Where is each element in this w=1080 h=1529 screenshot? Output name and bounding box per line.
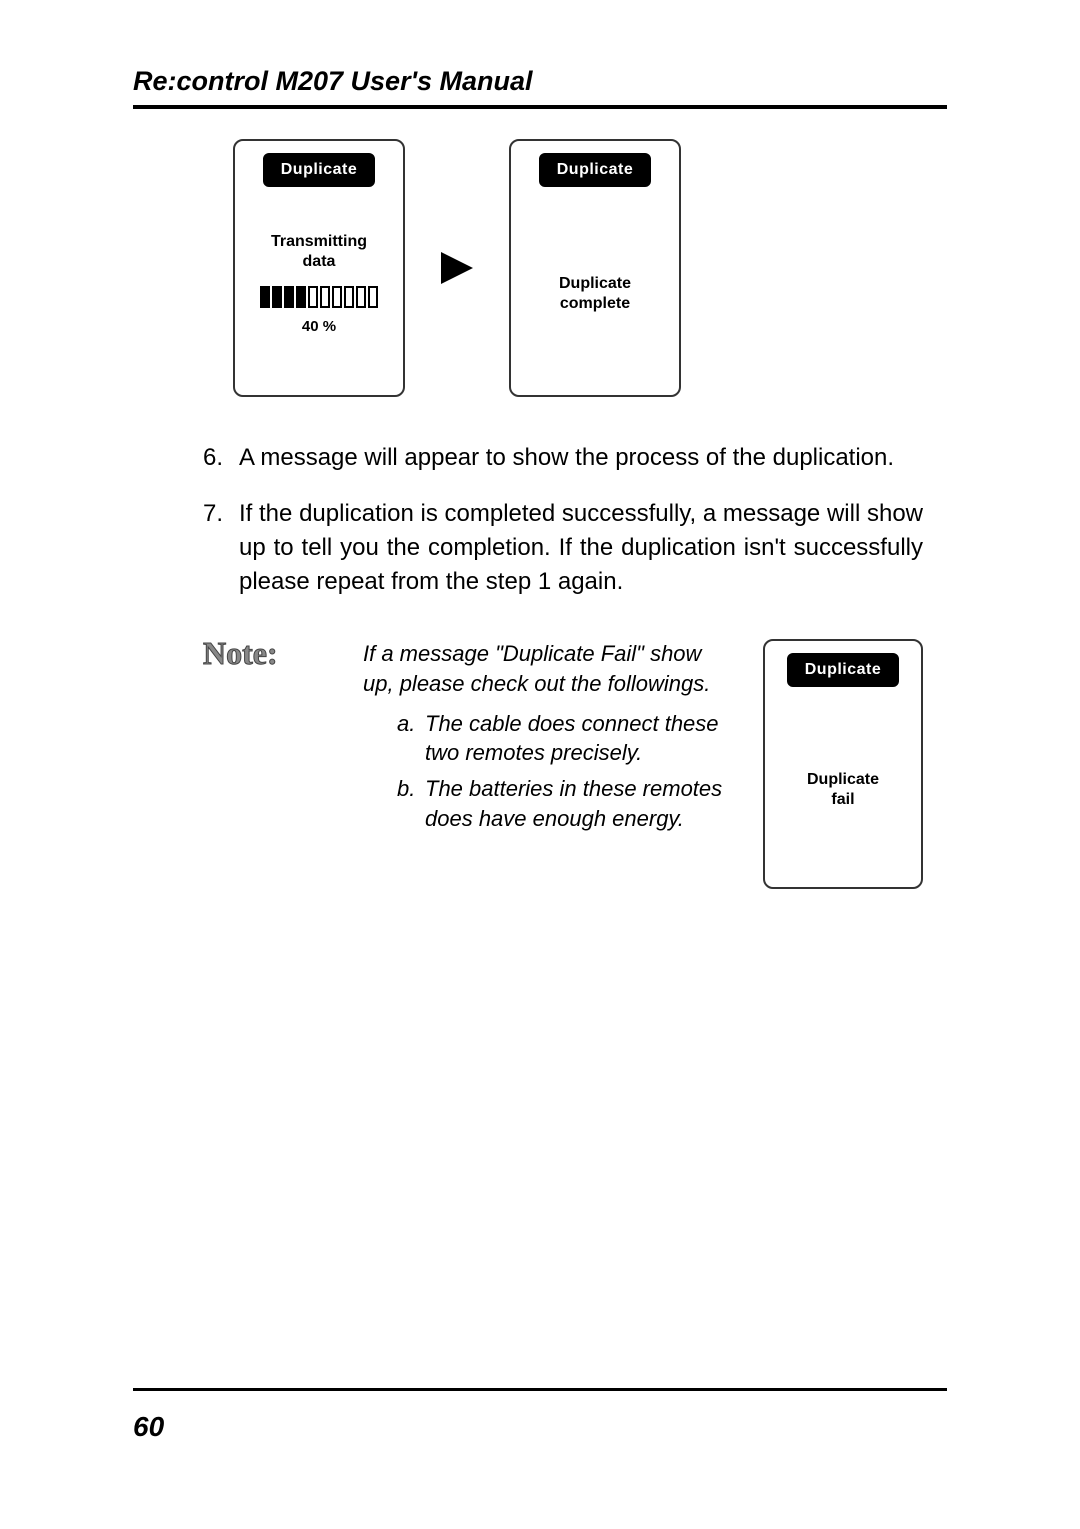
progress-cell bbox=[368, 286, 378, 308]
complete-text: Duplicate complete bbox=[559, 274, 631, 314]
screen-chip: Duplicate bbox=[787, 653, 900, 687]
line: Duplicate bbox=[559, 274, 631, 294]
transmitting-text: Transmitting data bbox=[271, 232, 367, 272]
screen-body: Duplicate fail bbox=[775, 705, 911, 875]
progress-bar bbox=[260, 286, 378, 308]
note-sublist: a.The cable does connect these two remot… bbox=[363, 709, 733, 834]
screen-fail: Duplicate Duplicate fail bbox=[763, 639, 923, 889]
header-rule bbox=[133, 105, 947, 109]
progress-cell bbox=[260, 286, 270, 308]
note-body: If a message "Duplicate Fail" show up, p… bbox=[363, 639, 733, 839]
screen-complete: Duplicate Duplicate complete bbox=[509, 139, 681, 397]
line: complete bbox=[559, 294, 631, 314]
screen-body: Transmitting data 40 % bbox=[245, 205, 393, 383]
item-text: A message will appear to show the proces… bbox=[239, 441, 923, 475]
progress-cell bbox=[320, 286, 330, 308]
note-item: a.The cable does connect these two remot… bbox=[397, 709, 733, 768]
progress-cell bbox=[332, 286, 342, 308]
line: fail bbox=[807, 790, 879, 810]
note-item-text: The batteries in these remotes does have… bbox=[425, 774, 733, 833]
instruction-list: 6.A message will appear to show the proc… bbox=[203, 441, 923, 599]
progress-cell bbox=[272, 286, 282, 308]
progress-cell bbox=[344, 286, 354, 308]
item-marker: 7. bbox=[203, 497, 239, 599]
screen-chip: Duplicate bbox=[539, 153, 652, 187]
line: Duplicate bbox=[807, 770, 879, 790]
progress-percent: 40 % bbox=[302, 318, 336, 337]
line: data bbox=[271, 252, 367, 272]
progress-cell bbox=[284, 286, 294, 308]
progress-cell bbox=[296, 286, 306, 308]
note-item-marker: a. bbox=[397, 709, 425, 768]
page-number: 60 bbox=[133, 1411, 164, 1443]
note-item-text: The cable does connect these two remotes… bbox=[425, 709, 733, 768]
item-text: If the duplication is completed successf… bbox=[239, 497, 923, 599]
item-marker: 6. bbox=[203, 441, 239, 475]
instruction-item: 7.If the duplication is completed succes… bbox=[203, 497, 923, 599]
duplicate-screens-row: Duplicate Transmitting data 40 % Duplica… bbox=[233, 139, 947, 397]
instruction-item: 6.A message will appear to show the proc… bbox=[203, 441, 923, 475]
manual-page: Re:control M207 User's Manual Duplicate … bbox=[133, 66, 947, 1463]
screen-chip: Duplicate bbox=[263, 153, 376, 187]
progress-cell bbox=[356, 286, 366, 308]
fail-text: Duplicate fail bbox=[807, 770, 879, 810]
screen-transmitting: Duplicate Transmitting data 40 % bbox=[233, 139, 405, 397]
progress-cell bbox=[308, 286, 318, 308]
note-label: Note: bbox=[203, 635, 333, 672]
note-intro: If a message "Duplicate Fail" show up, p… bbox=[363, 639, 733, 698]
screen-fail-wrap: Duplicate Duplicate fail bbox=[763, 639, 923, 889]
screen-body: Duplicate complete bbox=[521, 205, 669, 383]
note-item-marker: b. bbox=[397, 774, 425, 833]
footer-rule bbox=[133, 1388, 947, 1391]
line: Transmitting bbox=[271, 232, 367, 252]
arrow-icon bbox=[435, 246, 479, 290]
note-block: Note: If a message "Duplicate Fail" show… bbox=[203, 639, 947, 889]
note-item: b.The batteries in these remotes does ha… bbox=[397, 774, 733, 833]
page-title: Re:control M207 User's Manual bbox=[133, 66, 947, 97]
